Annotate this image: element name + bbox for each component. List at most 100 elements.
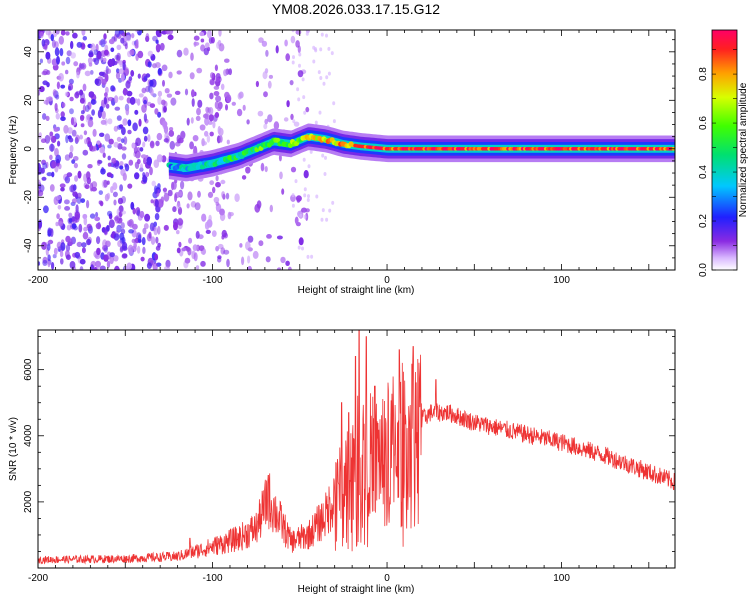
noise-speck [51,171,55,178]
noise-speck [195,230,200,239]
noise-speck [57,205,62,210]
noise-speck [65,69,69,75]
noise-speck [207,30,212,39]
noise-speck [193,35,200,41]
noise-speck [108,138,114,145]
noise-speck [60,187,65,192]
noise-speck [261,40,268,47]
noise-speck [163,187,167,195]
top-x-ticks: -200 -100 0 100 [28,30,667,286]
noise-speck [285,53,291,62]
noise-speck [139,163,144,172]
noise-speck [121,126,126,136]
noise-speck [283,117,289,122]
noise-speck [51,262,55,270]
noise-speck [100,119,107,125]
noise-speck [163,138,169,143]
noise-speck [307,194,310,199]
noise-speck [64,206,71,211]
noise-speck [82,149,89,156]
top-y-tick-label: -20 [23,190,34,205]
noise-speck [226,258,230,268]
noise-speck [87,119,94,128]
noise-speck [71,198,78,204]
noise-speck [121,32,128,37]
noise-speck [113,199,117,206]
noise-speck [172,181,177,190]
noise-speck [199,31,205,37]
noise-speck [91,181,98,189]
noise-speck [82,231,89,240]
top-y-tick-label: -40 [23,238,34,253]
noise-speck [45,30,51,36]
noise-speck [149,103,156,108]
noise-speck [263,123,268,130]
noise-speck [70,52,76,59]
noise-speck [291,203,295,208]
noise-speck [325,33,328,38]
top-x-tick-label: -100 [203,275,223,286]
noise-speck [122,61,126,71]
noise-speck [107,210,113,217]
noise-speck [265,256,271,263]
noise-speck [60,111,65,118]
noise-speck [297,97,301,102]
noise-speck [163,125,169,134]
noise-speck [310,254,314,259]
noise-speck [114,265,120,270]
noise-speck [178,241,182,248]
noise-speck [116,52,121,61]
noise-speck [39,184,45,192]
noise-speck [116,124,123,130]
noise-speck [76,71,80,79]
noise-speck [305,106,310,113]
noise-speck [105,103,110,109]
noise-speck [202,249,206,255]
noise-speck [65,254,71,260]
top-x-tick-label: 0 [384,275,390,286]
noise-speck [191,89,195,98]
noise-speck [206,219,213,228]
bottom-x-tick-label: 100 [553,573,570,584]
noise-speck [71,223,77,229]
noise-speck [306,198,310,202]
noise-speck [121,153,127,160]
noise-speck [68,238,73,246]
noise-speck [167,189,173,197]
noise-speck [208,114,214,122]
top-y-ticks: -40 -20 0 20 40 [23,39,675,271]
noise-speck [269,204,273,213]
noise-speck [257,110,264,117]
colorbar-tick-label: 0.2 [698,214,709,228]
noise-speck [98,71,105,77]
noise-speck [217,255,222,260]
noise-speck [52,89,57,97]
noise-speck [149,140,155,149]
noise-speck [247,265,252,270]
noise-speck [119,165,124,170]
noise-speck [152,262,158,270]
noise-speck [226,94,232,103]
noise-speck [120,138,125,144]
noise-speck [290,194,296,202]
bottom-x-tick-label: -200 [28,573,48,584]
noise-speck [209,92,214,100]
noise-speck [332,101,336,106]
noise-speck [79,97,85,104]
noise-speck [145,171,149,177]
noise-speck [266,234,272,239]
noise-speck [59,251,64,258]
noise-speck [64,199,70,205]
noise-speck [38,179,41,185]
noise-speck [107,155,111,161]
noise-speck [69,108,74,115]
noise-speck [164,88,170,94]
noise-speck [64,91,69,97]
noise-speck [309,149,313,154]
noise-speck [68,151,73,159]
noise-speck [47,96,53,102]
noise-speck [139,210,145,219]
noise-speck [150,88,154,96]
noise-speck [79,258,86,265]
noise-speck [102,57,107,63]
